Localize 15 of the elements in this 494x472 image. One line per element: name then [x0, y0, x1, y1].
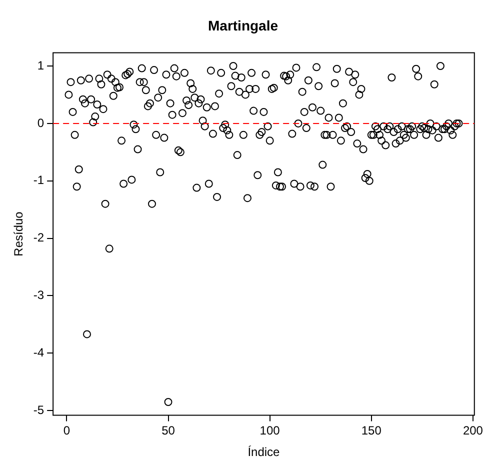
y-tick-label: 1 [37, 58, 44, 72]
y-tick-label: -3 [33, 288, 44, 302]
x-tick-label: 200 [462, 424, 484, 438]
y-tick-label: -4 [33, 345, 44, 360]
chart-title: Martingale [208, 17, 278, 34]
x-tick-label: 0 [63, 424, 70, 438]
x-tick-label: 150 [361, 424, 382, 438]
y-tick-label: 0 [37, 116, 44, 130]
x-axis-title: Índice [248, 445, 280, 460]
y-tick-label: -1 [33, 173, 44, 188]
x-tick-label: 50 [162, 424, 176, 438]
y-tick-label: -2 [33, 230, 44, 245]
x-tick-label: 100 [260, 424, 280, 438]
y-axis-title: Resíduo [12, 211, 26, 256]
y-tick-label: -5 [33, 402, 44, 417]
